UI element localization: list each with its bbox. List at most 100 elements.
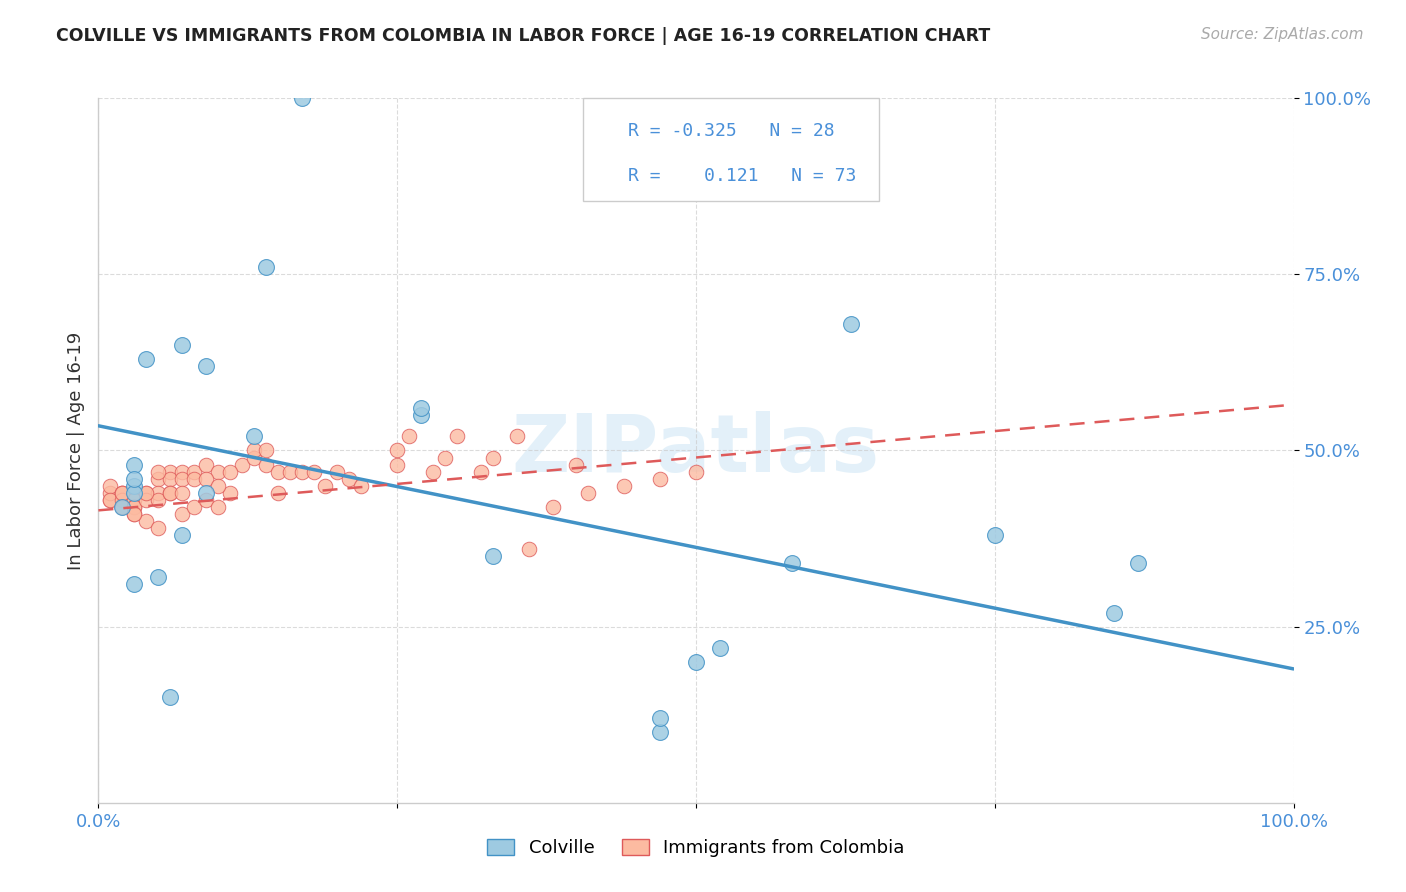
Point [124,458,146,472]
Point [148,465,170,479]
Point [124,472,146,486]
Point [124,485,146,500]
Point [111,500,134,514]
Point [124,507,146,521]
Point [98,485,122,500]
Point [481,450,505,465]
Point [111,492,134,507]
Point [446,429,468,443]
Point [98,492,122,507]
Point [613,478,636,492]
Point [124,485,146,500]
Point [219,465,242,479]
Point [111,500,134,514]
Point [195,492,218,507]
Point [124,478,146,492]
Point [541,500,564,514]
Point [172,472,194,486]
Point [315,478,337,492]
Point [124,577,146,591]
Point [135,485,157,500]
Point [148,570,170,584]
Text: R = -0.325   N = 28: R = -0.325 N = 28 [628,122,835,140]
Point [470,465,492,479]
Point [219,485,242,500]
Text: Source: ZipAtlas.com: Source: ZipAtlas.com [1201,27,1364,42]
Point [207,500,229,514]
Text: ZIPatlas: ZIPatlas [512,411,880,490]
Point [148,472,170,486]
Point [481,549,505,564]
Point [411,401,433,416]
Point [267,485,290,500]
Point [195,458,218,472]
Point [411,408,433,422]
Legend: Colville, Immigrants from Colombia: Colville, Immigrants from Colombia [479,831,912,864]
Point [135,485,157,500]
Point [148,492,170,507]
Point [111,485,134,500]
Point [98,478,122,492]
Point [254,443,277,458]
Point [984,528,1007,542]
Point [159,465,181,479]
Point [565,458,588,472]
Point [135,514,157,528]
Point [434,450,457,465]
Point [172,507,194,521]
Point [135,492,157,507]
Point [339,472,361,486]
Point [207,478,229,492]
Point [207,465,229,479]
Point [243,443,266,458]
Point [841,317,863,331]
Point [385,443,409,458]
Point [195,472,218,486]
Point [302,465,325,479]
Point [172,528,194,542]
Point [231,458,253,472]
Point [135,351,157,366]
Point [111,485,134,500]
Point [350,478,373,492]
Point [648,711,672,725]
Point [172,485,194,500]
Point [172,465,194,479]
Point [159,472,181,486]
Point [98,492,122,507]
Point [254,260,277,275]
Point [385,458,409,472]
Point [398,429,420,443]
Point [124,507,146,521]
Point [183,465,205,479]
Point [517,542,540,557]
Point [159,690,181,705]
Point [159,485,181,500]
Point [278,465,301,479]
Point [326,465,349,479]
Point [195,485,218,500]
Point [124,492,146,507]
Point [172,338,194,352]
Point [148,521,170,535]
Point [506,429,529,443]
Point [195,359,218,373]
Point [124,500,146,514]
Point [780,556,803,570]
Text: COLVILLE VS IMMIGRANTS FROM COLOMBIA IN LABOR FORCE | AGE 16-19 CORRELATION CHAR: COLVILLE VS IMMIGRANTS FROM COLOMBIA IN … [56,27,990,45]
Point [685,465,707,479]
Point [267,465,290,479]
Point [1104,606,1126,620]
Point [124,500,146,514]
Point [111,485,134,500]
Point [183,472,205,486]
Y-axis label: In Labor Force | Age 16-19: In Labor Force | Age 16-19 [66,331,84,570]
Point [148,485,170,500]
Point [291,465,314,479]
Point [291,91,314,105]
Point [243,450,266,465]
Point [159,485,181,500]
Text: R =    0.121   N = 73: R = 0.121 N = 73 [628,167,856,185]
Point [422,465,444,479]
Point [648,725,672,739]
